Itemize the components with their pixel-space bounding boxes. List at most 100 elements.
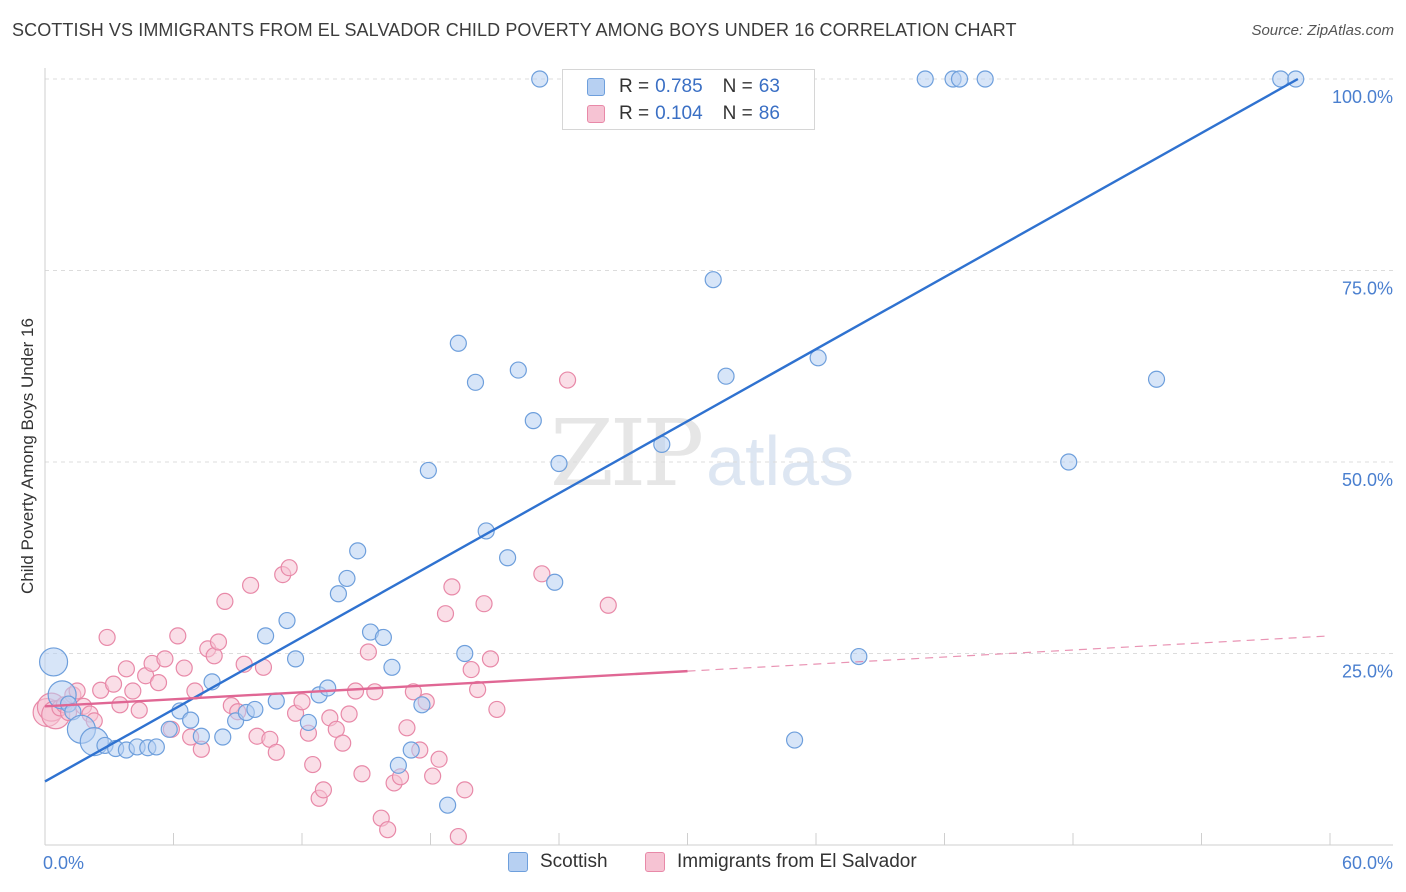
salvador-point: [353, 765, 371, 783]
salvador-trend-line: [44, 669, 688, 708]
salvador-point: [443, 578, 461, 596]
legend-n-value: 86: [758, 103, 780, 124]
salvador-point: [104, 675, 123, 693]
scottish-point: [192, 727, 210, 745]
salvador-point: [216, 592, 234, 611]
scottish-point: [717, 367, 735, 385]
scottish-point: [950, 70, 969, 88]
scottish-point: [466, 373, 485, 391]
salvador-point: [175, 659, 193, 677]
scottish-legend-swatch: [508, 852, 528, 872]
scottish-point: [413, 696, 431, 714]
salvador-point: [327, 720, 345, 738]
y-tick-label: 100.0%: [1332, 87, 1393, 107]
scottish-swatch: [587, 78, 605, 96]
salvador-legend-swatch: [645, 852, 665, 872]
salvador-point: [340, 705, 358, 723]
scottish-point: [704, 271, 722, 289]
salvador-point: [130, 701, 148, 719]
salvador-point: [430, 750, 448, 768]
y-tick-label: 25.0%: [1342, 662, 1393, 682]
legend-r-label: R =: [619, 103, 650, 124]
legend-r-value: 0.785: [655, 76, 703, 97]
scottish-point: [278, 611, 296, 630]
scottish-point: [214, 728, 232, 746]
salvador-point: [398, 719, 416, 737]
scottish-point: [499, 549, 517, 567]
salvador-point: [124, 682, 142, 700]
salvador-point: [436, 605, 455, 623]
salvador-point: [379, 821, 397, 839]
y-tick-label: 75.0%: [1342, 279, 1393, 299]
scottish-point: [256, 627, 275, 645]
salvador-point: [462, 660, 480, 679]
scottish-point: [349, 542, 367, 560]
scottish-point: [509, 361, 527, 379]
scottish-point: [319, 679, 337, 697]
salvador-point: [424, 767, 442, 785]
salvador-point: [98, 628, 116, 647]
legend-item-salvador[interactable]: Immigrants from El Salvador: [645, 851, 917, 873]
legend-item-scottish[interactable]: Scottish: [508, 851, 608, 873]
scottish-point: [286, 650, 305, 668]
salvador-point: [209, 633, 228, 651]
legend-r-value: 0.104: [655, 103, 703, 124]
salvador-point: [449, 827, 467, 846]
scottish-point: [550, 454, 568, 473]
x-tick-label: 60.0%: [1342, 853, 1393, 873]
source-label: Source: ZipAtlas.com: [1251, 22, 1394, 39]
scottish-point: [38, 647, 69, 677]
series-legend: Scottish Immigrants from El Salvador: [0, 851, 1406, 877]
salvador-trend-extension: [687, 635, 1331, 672]
legend-n-value: 63: [758, 76, 780, 97]
scottish-point: [546, 573, 564, 591]
scottish-point: [1147, 370, 1166, 388]
salvador-point: [481, 650, 500, 668]
salvador-point: [366, 683, 384, 701]
scottish-point: [383, 658, 401, 676]
salvador-swatch: [587, 105, 605, 123]
legend-row-salvador: R = 0.104 N = 86: [587, 102, 780, 126]
salvador-point: [304, 755, 322, 774]
salvador-point: [149, 674, 168, 692]
scottish-point: [976, 70, 994, 88]
salvador-point: [169, 627, 187, 645]
scottish-point: [338, 569, 356, 588]
salvador-point: [111, 696, 129, 714]
salvador-point: [242, 576, 260, 594]
salvador-point: [280, 559, 298, 577]
scottish-point: [160, 720, 178, 738]
scottish-point: [850, 647, 868, 666]
scottish-point: [299, 713, 318, 732]
scottish-point: [374, 628, 392, 647]
chart-title: SCOTTISH VS IMMIGRANTS FROM EL SALVADOR …: [12, 20, 1017, 40]
salvador-point: [558, 371, 577, 389]
scottish-point: [182, 711, 200, 729]
scottish-point: [246, 700, 264, 719]
scottish-point: [439, 796, 457, 814]
legend-row-scottish: R = 0.785 N = 63: [587, 75, 780, 99]
salvador-point: [475, 595, 493, 613]
scottish-point: [419, 461, 437, 480]
legend-label-scottish: Scottish: [540, 851, 608, 872]
salvador-point: [334, 734, 352, 752]
scottish-point: [1060, 453, 1078, 471]
scottish-point: [449, 334, 467, 352]
salvador-point: [267, 743, 285, 761]
salvador-point: [293, 693, 311, 711]
legend-n-label: N =: [722, 103, 753, 124]
scottish-point: [531, 70, 549, 88]
legend-n-label: N =: [722, 76, 753, 97]
salvador-point: [359, 643, 377, 661]
scottish-point: [785, 731, 804, 749]
legend-r-label: R =: [619, 76, 650, 97]
scottish-point: [389, 756, 407, 774]
scottish-trend-line: [44, 77, 1299, 783]
y-tick-label: 50.0%: [1342, 470, 1393, 490]
scottish-point: [329, 585, 348, 603]
scottish-point: [916, 70, 934, 88]
scottish-point: [456, 644, 474, 663]
scottish-point: [267, 692, 285, 710]
salvador-point: [456, 781, 474, 799]
